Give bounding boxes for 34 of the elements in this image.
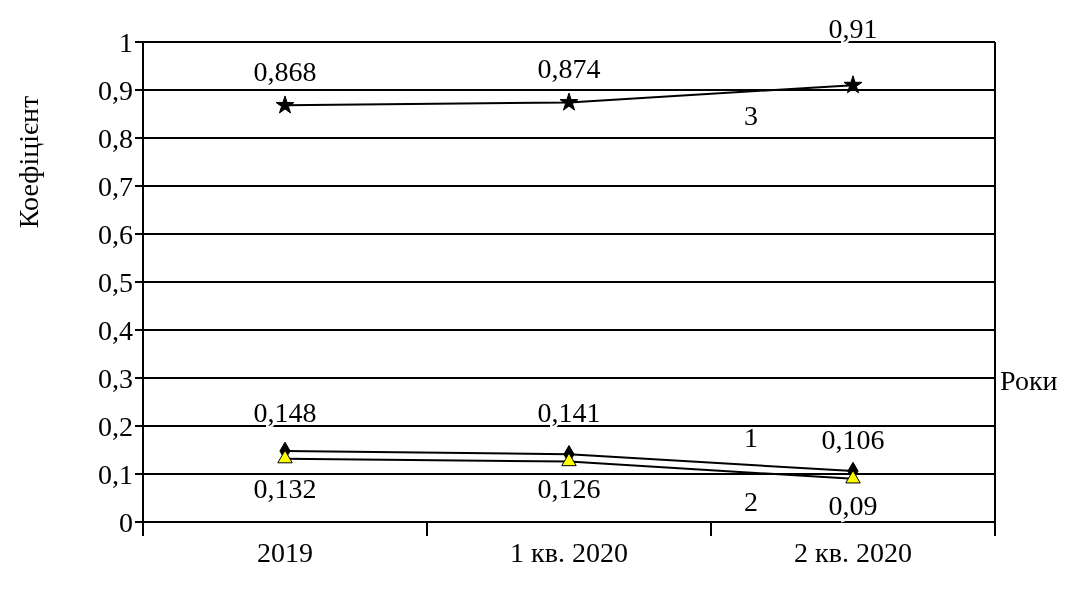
y-tick-label: 0,5 xyxy=(98,266,133,298)
data-label: 0,132 xyxy=(253,473,317,504)
y-tick-label: 0,1 xyxy=(98,458,133,490)
series-label: 3 xyxy=(744,100,758,132)
data-label: 0,868 xyxy=(253,56,317,88)
y-tick-label: 0,9 xyxy=(98,74,133,106)
data-label: 0,141 xyxy=(537,397,601,428)
data-label: 0,106 xyxy=(821,424,885,456)
y-tick-label: 0 xyxy=(119,506,133,538)
x-tick-label: 1 кв. 2020 xyxy=(510,537,628,568)
y-axis-title: Коефіцієнт xyxy=(13,95,44,229)
y-tick-label: 0,6 xyxy=(98,218,133,250)
point xyxy=(559,92,579,111)
x-tick-label: 2 кв. 2020 xyxy=(794,537,912,568)
y-tick-label: 0,4 xyxy=(98,314,133,346)
y-tick-label: 0,2 xyxy=(98,410,133,442)
y-tick-label: 0,3 xyxy=(98,362,133,394)
data-label: 0,09 xyxy=(828,489,878,521)
x-tick-label: 2019 xyxy=(257,537,313,568)
x-axis-title: Роки xyxy=(1000,365,1058,396)
y-tick-label: 1 xyxy=(119,26,133,58)
point xyxy=(561,452,577,467)
point xyxy=(277,449,293,464)
data-label: 0,126 xyxy=(537,472,601,504)
point xyxy=(843,75,863,94)
data-label: 0,91 xyxy=(828,13,878,44)
point xyxy=(275,95,295,114)
series-label: 1 xyxy=(744,422,758,454)
data-label: 0,148 xyxy=(253,397,317,428)
data-label: 0,874 xyxy=(537,53,601,85)
y-tick-label: 0,8 xyxy=(98,122,133,154)
series-label: 2 xyxy=(744,485,758,517)
point xyxy=(845,469,861,484)
y-tick-label: 0,7 xyxy=(98,170,133,202)
